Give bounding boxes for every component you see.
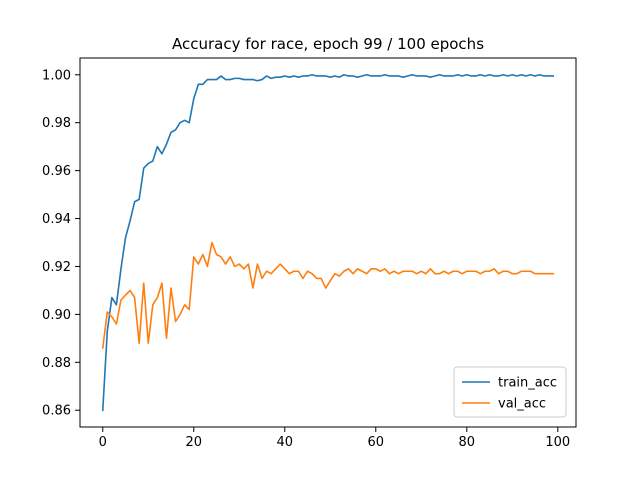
legend-label-val_acc: val_acc [498, 397, 546, 412]
x-tick-label: 40 [276, 435, 293, 450]
y-tick-label: 0.86 [42, 404, 71, 419]
x-tick-label: 60 [368, 435, 385, 450]
y-tick-label: 0.98 [42, 116, 71, 131]
axes-frame [79, 57, 577, 428]
y-tick-label: 0.88 [42, 356, 71, 371]
legend: train_acc val_acc [453, 366, 567, 418]
plot-layer: 0 20 40 60 80 100 0.86 0.88 0.90 0.92 0.94 0.96 0.98… [42, 68, 570, 450]
series-line-train_acc [101, 73, 555, 412]
x-tick-label: 20 [185, 435, 202, 450]
x-tick-label: 80 [459, 435, 476, 450]
y-tick-label: 0.94 [42, 212, 71, 227]
legend-box [453, 366, 567, 418]
series-line-val_acc [101, 241, 555, 349]
y-tick-label: 0.92 [42, 260, 71, 275]
x-tick-label: 0 [99, 435, 107, 450]
y-tick-label: 1.00 [42, 68, 71, 83]
legend-label-train_acc: train_acc [498, 376, 557, 391]
chart-title: Accuracy for race, epoch 99 / 100 epochs [172, 35, 484, 53]
x-tick-label: 100 [545, 435, 570, 450]
y-tick-label: 0.90 [42, 308, 71, 323]
y-tick-label: 0.96 [42, 164, 71, 179]
